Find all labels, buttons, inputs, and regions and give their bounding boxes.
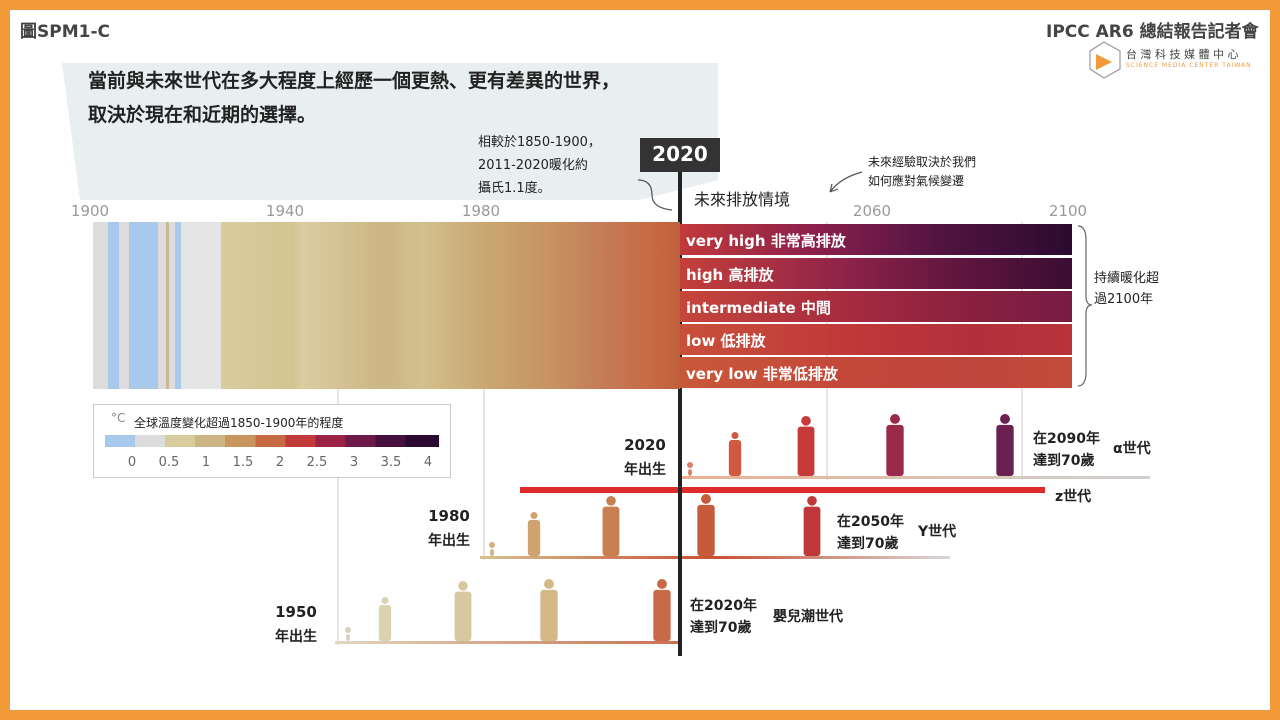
scenario-stripes: high 高排放 bbox=[680, 258, 1072, 289]
note-line: 2011-2020暖化約 bbox=[478, 158, 588, 173]
legend-tick-label: 0 bbox=[127, 455, 137, 470]
legend-title: 全球溫度變化超過1850-1900年的程度 bbox=[134, 416, 344, 430]
historical-stripes bbox=[93, 222, 680, 389]
age70-label: 達到70歲 bbox=[690, 620, 752, 636]
person bbox=[602, 496, 620, 556]
legend-unit: °C bbox=[111, 411, 126, 425]
person bbox=[697, 494, 715, 556]
generation-name: 嬰兒潮世代 bbox=[773, 609, 843, 625]
beyond-note: 過2100年 bbox=[1094, 292, 1154, 307]
note-line: 攝氏1.1度。 bbox=[478, 181, 551, 196]
axis-year: 1940 bbox=[265, 202, 305, 220]
scenario-stripes: low 低排放 bbox=[680, 324, 1072, 355]
logo-text: 台 灣 科 技 媒 體 中 心 bbox=[1126, 48, 1239, 61]
z-generation-bar bbox=[520, 487, 1045, 493]
legend-tick-label: 2.5 bbox=[306, 455, 328, 470]
now-marker bbox=[640, 138, 720, 172]
title-line: 取決於現在和近期的選擇。 bbox=[88, 104, 317, 126]
scenario-stripes: very high 非常高排放 bbox=[680, 224, 1072, 255]
title-background bbox=[62, 63, 718, 200]
event-title: IPCC AR6 總結報告記者會 bbox=[1046, 22, 1259, 42]
beyond-note: 持續暖化超 bbox=[1094, 271, 1160, 286]
age70-year: 在2020年 bbox=[690, 598, 757, 614]
birth-year: 1980 bbox=[428, 507, 470, 525]
person bbox=[653, 579, 671, 641]
age70-year: 在2090年 bbox=[1033, 431, 1100, 447]
now-line bbox=[678, 170, 682, 656]
person bbox=[345, 627, 351, 641]
person bbox=[996, 414, 1014, 476]
age70-label: 達到70歲 bbox=[837, 536, 899, 552]
person bbox=[797, 416, 815, 476]
birth-year: 2020 bbox=[624, 436, 666, 454]
future-label: 未來排放情境 bbox=[694, 190, 791, 209]
person bbox=[527, 512, 541, 556]
note-line: 相較於1850-1900， bbox=[478, 135, 601, 150]
legend-tick-label: 3.5 bbox=[380, 455, 402, 470]
legend-tick-label: 3 bbox=[349, 455, 359, 470]
figure-label: 圖SPM1-C bbox=[20, 22, 110, 42]
legend-tick-label: 1 bbox=[201, 455, 211, 470]
birth-label: 年出生 bbox=[624, 462, 666, 478]
ground-line bbox=[680, 476, 1150, 479]
person bbox=[728, 432, 742, 476]
legend-box: °C 全球溫度變化超過1850-1900年的程度 0 0.5 1 1.5 2 2.5 3 3.… bbox=[93, 404, 451, 478]
person bbox=[540, 579, 558, 641]
age70-label: 達到70歲 bbox=[1033, 453, 1095, 469]
birth-year: 1950 bbox=[275, 603, 317, 621]
people bbox=[345, 414, 1014, 641]
scenario-label: very high 非常高排放 bbox=[686, 232, 846, 250]
person bbox=[378, 597, 392, 641]
person bbox=[489, 542, 495, 556]
person bbox=[454, 581, 472, 641]
scenario-label: intermediate 中間 bbox=[686, 299, 831, 317]
scenario-label: high 高排放 bbox=[686, 266, 774, 284]
legend-tick-label: 4 bbox=[423, 455, 433, 470]
generation-name: z世代 bbox=[1055, 489, 1092, 505]
title-line: 當前與未來世代在多大程度上經歷一個更熱、更有差異的世界， bbox=[88, 70, 621, 92]
birth-label: 年出生 bbox=[428, 533, 470, 549]
future-note: 如何應對氣候變遷 bbox=[868, 174, 965, 188]
now-label: 2020 bbox=[652, 142, 708, 166]
future-note: 未來經驗取決於我們 bbox=[868, 155, 977, 169]
scenario-label: very low 非常低排放 bbox=[686, 365, 838, 383]
axis-year: 2100 bbox=[1048, 202, 1088, 220]
ground-line bbox=[480, 556, 950, 559]
logo-icon bbox=[1089, 41, 1121, 79]
axis-year: 1980 bbox=[461, 202, 501, 220]
person bbox=[803, 496, 821, 556]
note-arrow bbox=[829, 171, 863, 193]
axis-year: 2060 bbox=[852, 202, 892, 220]
legend-tick-label: 2 bbox=[275, 455, 285, 470]
generation-name: α世代 bbox=[1113, 441, 1151, 457]
color-bar bbox=[105, 435, 439, 447]
note-bracket bbox=[637, 179, 673, 211]
scenario-label: low 低排放 bbox=[686, 332, 766, 350]
generation-name: Y世代 bbox=[918, 524, 957, 540]
birth-label: 年出生 bbox=[275, 629, 317, 645]
ground-line bbox=[335, 641, 680, 644]
age70-year: 在2050年 bbox=[837, 514, 904, 530]
person bbox=[687, 462, 693, 476]
person bbox=[886, 414, 904, 476]
legend-tick-label: 1.5 bbox=[232, 455, 254, 470]
axis-year: 1900 bbox=[70, 202, 110, 220]
beyond-bracket bbox=[1077, 225, 1093, 387]
scenario-stripes: intermediate 中間 bbox=[680, 291, 1072, 322]
legend-tick-label: 0.5 bbox=[158, 455, 180, 470]
scenario-stripes: very low 非常低排放 bbox=[680, 357, 1072, 388]
logo-subtext: SCIENCE MEDIA CENTER TAIWAN bbox=[1126, 62, 1252, 69]
